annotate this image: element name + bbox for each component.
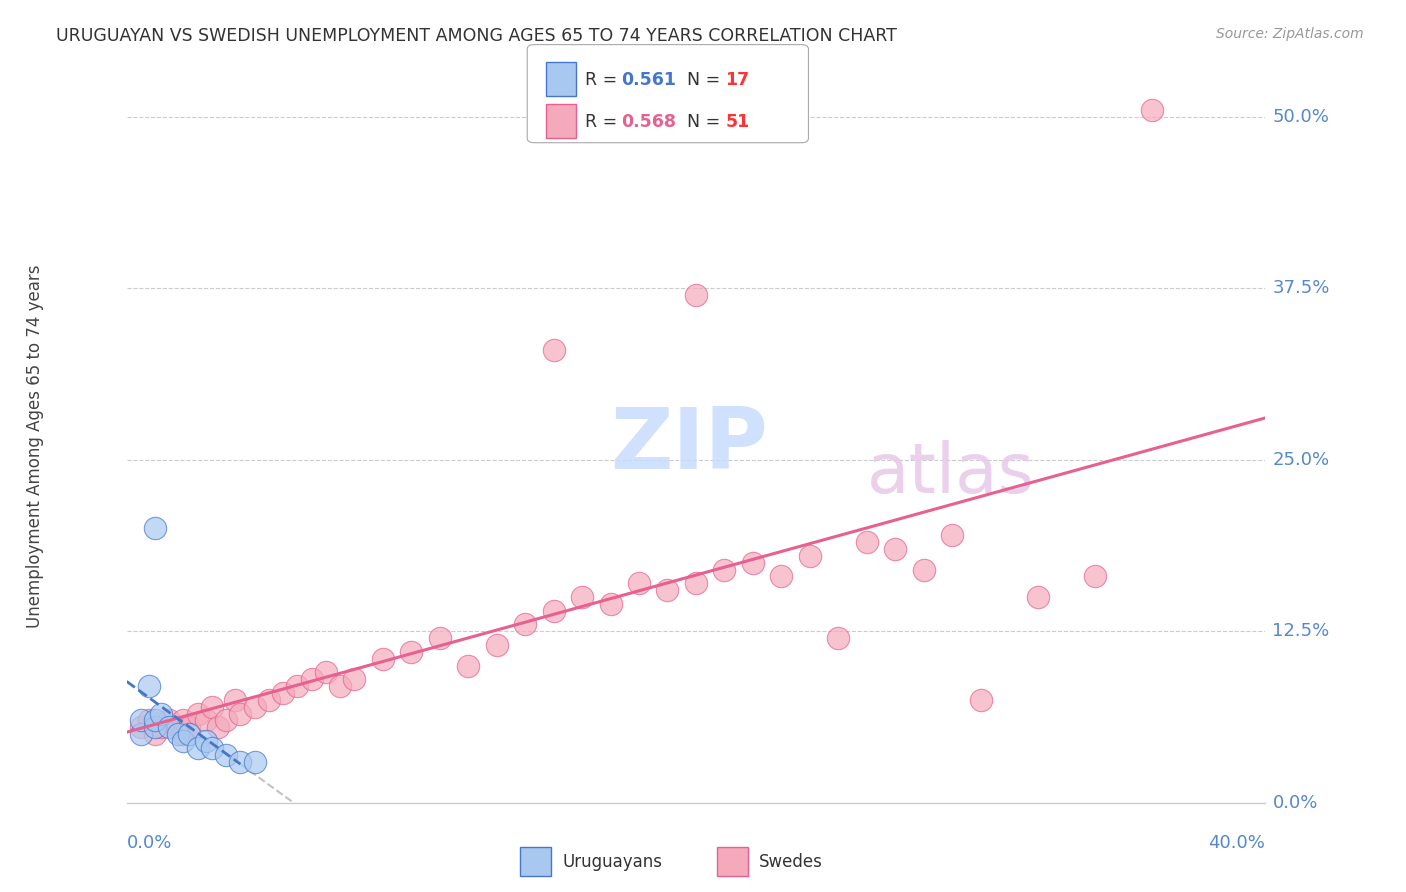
Point (166, 727, 188, 741)
Point (941, 528, 963, 542)
Text: 0.568: 0.568 (621, 113, 676, 131)
Point (657, 583, 679, 598)
Text: 17: 17 (725, 71, 749, 89)
Point (371, 651, 394, 665)
Point (315, 665, 337, 680)
Text: 25.0%: 25.0% (1272, 450, 1330, 468)
Point (827, 631, 849, 645)
Point (179, 727, 201, 741)
Point (187, 706, 209, 721)
Point (401, 645, 423, 659)
Point (157, 720, 180, 734)
Point (742, 556, 765, 570)
Point (224, 693, 246, 707)
Point (201, 699, 224, 714)
Text: R =: R = (585, 71, 623, 89)
Point (457, 658, 479, 673)
Point (429, 631, 451, 645)
Text: Source: ZipAtlas.com: Source: ZipAtlas.com (1216, 27, 1364, 41)
Text: 0.0%: 0.0% (127, 834, 172, 852)
Text: 51: 51 (725, 113, 749, 131)
Point (243, 755, 266, 769)
Text: ZIP: ZIP (610, 404, 768, 488)
Point (207, 720, 229, 734)
Point (543, 343, 565, 357)
Point (912, 562, 935, 576)
Point (343, 673, 366, 687)
Point (543, 604, 565, 618)
Point (884, 541, 907, 556)
Point (257, 693, 280, 707)
Point (166, 720, 188, 734)
Text: 37.5%: 37.5% (1272, 279, 1330, 297)
Text: atlas: atlas (866, 440, 1035, 507)
Point (770, 569, 793, 583)
Point (1026, 590, 1049, 604)
Point (172, 727, 194, 741)
Point (287, 679, 309, 693)
Point (172, 714, 194, 728)
Point (229, 706, 252, 721)
Text: 0.561: 0.561 (621, 71, 676, 89)
Point (143, 727, 166, 741)
Point (129, 727, 152, 741)
Text: 50.0%: 50.0% (1272, 108, 1329, 126)
Point (129, 714, 152, 728)
Point (138, 679, 160, 693)
Text: 12.5%: 12.5% (1272, 623, 1330, 640)
Point (713, 562, 735, 576)
Point (628, 576, 651, 591)
Point (215, 714, 238, 728)
Point (179, 720, 201, 734)
Text: Unemployment Among Ages 65 to 74 years: Unemployment Among Ages 65 to 74 years (27, 264, 44, 628)
Point (187, 740, 209, 755)
Point (143, 521, 166, 535)
Point (243, 699, 266, 714)
Text: N =: N = (676, 71, 725, 89)
Point (215, 747, 238, 762)
Point (799, 549, 821, 563)
Text: N =: N = (676, 113, 725, 131)
Point (157, 714, 180, 728)
Point (271, 686, 294, 700)
Point (599, 597, 621, 611)
Point (201, 740, 224, 755)
Text: R =: R = (585, 113, 623, 131)
Point (149, 720, 172, 734)
Point (685, 288, 707, 302)
Point (149, 706, 172, 721)
Point (129, 720, 152, 734)
Point (1140, 103, 1163, 117)
Point (229, 755, 252, 769)
Point (329, 679, 352, 693)
Text: Swedes: Swedes (759, 853, 823, 871)
Text: URUGUAYAN VS SWEDISH UNEMPLOYMENT AMONG AGES 65 TO 74 YEARS CORRELATION CHART: URUGUAYAN VS SWEDISH UNEMPLOYMENT AMONG … (56, 27, 897, 45)
Point (485, 638, 508, 652)
Point (195, 734, 218, 748)
Point (1084, 569, 1107, 583)
Point (855, 535, 877, 549)
Text: 40.0%: 40.0% (1209, 834, 1265, 852)
Point (143, 714, 166, 728)
Point (143, 720, 166, 734)
Point (138, 714, 160, 728)
Point (172, 734, 194, 748)
Point (970, 693, 993, 707)
Point (571, 590, 593, 604)
Point (195, 714, 218, 728)
Point (301, 673, 323, 687)
Point (685, 576, 707, 591)
Point (515, 617, 537, 632)
Text: 0.0%: 0.0% (1272, 794, 1317, 812)
Text: Uruguayans: Uruguayans (562, 853, 662, 871)
